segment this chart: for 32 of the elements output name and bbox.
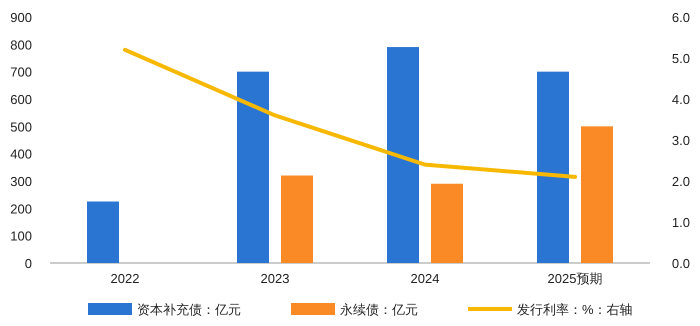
y2-tick-label: 2.0 (672, 174, 690, 189)
y-tick-label: 500 (10, 119, 32, 134)
y2-tick-label: 0.0 (672, 256, 690, 271)
x-tick-label: 2022 (110, 271, 140, 286)
y2-tick-label: 6.0 (672, 10, 690, 25)
y-tick-label: 100 (10, 228, 32, 244)
bar (87, 202, 119, 263)
y2-tick-label: 5.0 (672, 51, 690, 66)
legend-label: 永续债：亿元 (340, 302, 418, 317)
y2-tick-label: 1.0 (672, 215, 690, 230)
x-tick-label: 2024 (410, 271, 440, 286)
y-tick-label: 800 (10, 37, 32, 52)
x-tick-label: 2023 (260, 271, 290, 286)
y-tick-label: 0 (24, 256, 32, 271)
x-tick-label: 2025预期 (548, 271, 602, 286)
bar (537, 72, 569, 263)
y-tick-label: 700 (10, 64, 32, 80)
y-tick-label: 600 (10, 92, 32, 107)
bar (581, 126, 613, 263)
y-tick-label: 300 (10, 174, 32, 189)
bar (281, 176, 313, 263)
y2-tick-label: 4.0 (672, 92, 690, 107)
bar (431, 184, 463, 263)
y-tick-label: 400 (10, 146, 32, 162)
bar (387, 47, 419, 263)
legend-label: 资本补充债：亿元 (137, 302, 241, 317)
bar (237, 72, 269, 263)
legend-label: 发行利率：%：右轴 (517, 302, 633, 317)
y2-tick-label: 3.0 (672, 133, 690, 148)
y-tick-label: 900 (10, 10, 32, 25)
y-tick-label: 200 (10, 201, 32, 216)
line-series (123, 48, 577, 179)
